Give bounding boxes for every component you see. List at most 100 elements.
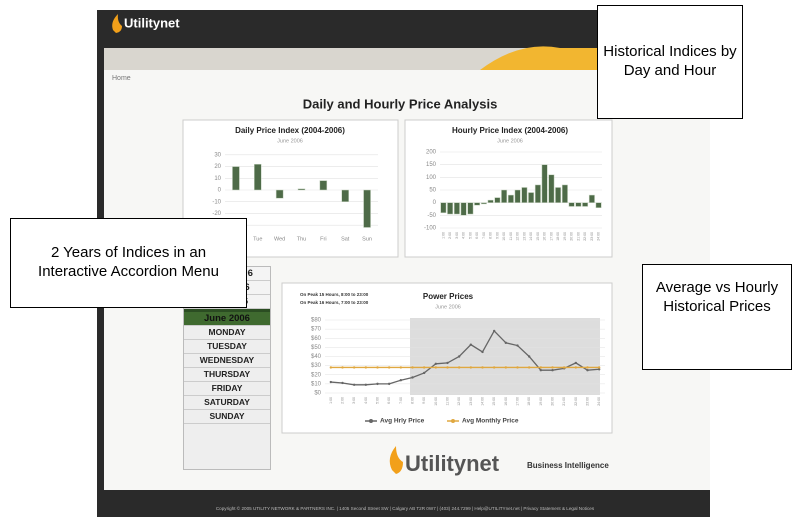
y-tick-label: $80 bbox=[311, 318, 322, 324]
x-tick-label: 5:00 bbox=[375, 397, 379, 404]
x-tick-label: 17:00 bbox=[549, 232, 553, 241]
point bbox=[540, 366, 542, 368]
chart-subtitle: June 2006 bbox=[277, 138, 303, 144]
y-tick-label: $60 bbox=[311, 336, 322, 342]
bar bbox=[481, 203, 486, 204]
point bbox=[586, 369, 588, 371]
point bbox=[493, 330, 495, 332]
point bbox=[446, 362, 448, 364]
x-tick-label: 21:00 bbox=[562, 397, 566, 406]
bar bbox=[454, 203, 459, 214]
point bbox=[505, 366, 507, 368]
screenshot: Utilitynet Home Daily and Hourly Price A… bbox=[0, 0, 799, 517]
accordion-item[interactable]: June 2006 bbox=[184, 309, 270, 326]
bar bbox=[254, 164, 261, 190]
point bbox=[341, 382, 343, 384]
x-tick-label: 15:00 bbox=[492, 397, 496, 406]
point bbox=[470, 343, 472, 345]
point bbox=[411, 366, 413, 368]
bar bbox=[320, 181, 327, 190]
point bbox=[528, 355, 530, 357]
legend-label: Avg Hrly Price bbox=[380, 418, 425, 425]
accordion-item[interactable]: WEDNESDAY bbox=[184, 354, 270, 368]
bar bbox=[468, 203, 473, 214]
x-tick-label: 22:00 bbox=[574, 397, 578, 406]
y-tick-label: -10 bbox=[212, 199, 221, 205]
x-tick-label: 2:00 bbox=[340, 397, 344, 404]
footer: Copyright © 2005 UTILITY NETWORK & PARTN… bbox=[216, 505, 595, 511]
point bbox=[551, 369, 553, 371]
accordion-item[interactable]: FRIDAY bbox=[184, 382, 270, 396]
point bbox=[505, 342, 507, 344]
x-tick-label: 23:00 bbox=[585, 397, 589, 406]
x-tick-label: Fri bbox=[320, 236, 326, 242]
bar bbox=[474, 203, 479, 206]
chart-subtitle: June 2006 bbox=[497, 138, 523, 144]
x-tick-label: 18:00 bbox=[556, 232, 560, 241]
y-tick-label: $40 bbox=[311, 354, 322, 360]
x-tick-label: 24:00 bbox=[597, 397, 601, 406]
y-tick-label: $50 bbox=[311, 345, 322, 351]
y-tick-label: 20 bbox=[214, 164, 221, 170]
callout: 2 Years of Indices in an Interactive Acc… bbox=[10, 218, 247, 308]
point bbox=[435, 366, 437, 368]
point bbox=[423, 366, 425, 368]
point bbox=[388, 366, 390, 368]
bar bbox=[342, 190, 349, 202]
point bbox=[341, 366, 343, 368]
y-tick-label: 200 bbox=[426, 150, 437, 156]
chart-note: On Peak 15 Hours, 8:00 to 23:00 bbox=[300, 292, 369, 297]
point bbox=[470, 366, 472, 368]
brand-tagline: Business Intelligence bbox=[527, 461, 609, 470]
chart-title: Daily Price Index (2004-2006) bbox=[235, 126, 345, 135]
x-tick-label: 22:00 bbox=[583, 232, 587, 241]
x-tick-label: 17:00 bbox=[515, 397, 519, 406]
legend-marker bbox=[369, 419, 373, 423]
x-tick-label: 10:00 bbox=[434, 397, 438, 406]
point bbox=[411, 376, 413, 378]
y-tick-label: $0 bbox=[314, 391, 321, 397]
x-tick-label: 5:00 bbox=[468, 232, 472, 239]
x-tick-label: 7:00 bbox=[399, 397, 403, 404]
bar bbox=[576, 203, 581, 207]
point bbox=[458, 355, 460, 357]
x-tick-label: 3:00 bbox=[352, 397, 356, 404]
point bbox=[481, 351, 483, 353]
point bbox=[353, 366, 355, 368]
x-tick-label: 12:00 bbox=[457, 397, 461, 406]
point bbox=[423, 372, 425, 374]
accordion-item[interactable]: THURSDAY bbox=[184, 368, 270, 382]
y-tick-label: -100 bbox=[424, 226, 437, 232]
x-tick-label: 3:00 bbox=[455, 232, 459, 239]
x-tick-label: 19:00 bbox=[539, 397, 543, 406]
point bbox=[493, 366, 495, 368]
bar bbox=[495, 198, 500, 203]
bar bbox=[542, 165, 547, 203]
point bbox=[481, 366, 483, 368]
point bbox=[598, 366, 600, 368]
breadcrumb[interactable]: Home bbox=[112, 75, 131, 82]
x-tick-label: 10:00 bbox=[502, 232, 506, 241]
bar bbox=[555, 187, 560, 202]
x-tick-label: 9:00 bbox=[495, 232, 499, 239]
x-tick-label: 12:00 bbox=[516, 232, 520, 241]
accordion-item[interactable]: TUESDAY bbox=[184, 340, 270, 354]
accordion-item[interactable]: MONDAY bbox=[184, 326, 270, 340]
x-tick-label: 19:00 bbox=[563, 232, 567, 241]
x-tick-label: 16:00 bbox=[543, 232, 547, 241]
x-tick-label: 15:00 bbox=[536, 232, 540, 241]
point bbox=[458, 366, 460, 368]
accordion-item[interactable]: SUNDAY bbox=[184, 410, 270, 424]
bar bbox=[447, 203, 452, 214]
y-tick-label: -50 bbox=[427, 213, 436, 219]
bar bbox=[589, 195, 594, 203]
x-tick-label: Tue bbox=[253, 236, 262, 242]
x-tick-label: 6:00 bbox=[475, 232, 479, 239]
accordion-item[interactable]: SATURDAY bbox=[184, 396, 270, 410]
y-tick-label: 10 bbox=[214, 176, 221, 182]
point bbox=[330, 381, 332, 383]
point bbox=[376, 383, 378, 385]
callout: Average vs Hourly Historical Prices bbox=[642, 264, 792, 370]
point bbox=[586, 366, 588, 368]
point bbox=[376, 366, 378, 368]
